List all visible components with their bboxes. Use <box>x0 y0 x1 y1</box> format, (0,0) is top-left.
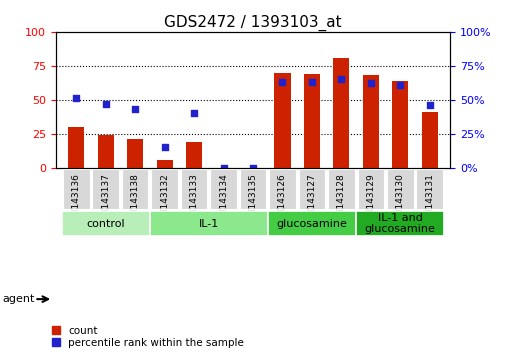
FancyBboxPatch shape <box>210 169 236 209</box>
Bar <box>274 73 290 168</box>
Point <box>219 165 227 171</box>
Text: GSM143138: GSM143138 <box>130 173 139 228</box>
Point <box>190 110 198 116</box>
Text: GSM143134: GSM143134 <box>219 173 228 228</box>
FancyBboxPatch shape <box>267 211 356 236</box>
FancyBboxPatch shape <box>92 169 119 209</box>
Title: GDS2472 / 1393103_at: GDS2472 / 1393103_at <box>164 14 341 30</box>
FancyBboxPatch shape <box>416 169 442 209</box>
Text: control: control <box>86 218 125 229</box>
Point <box>395 82 403 88</box>
Text: GSM143135: GSM143135 <box>248 173 257 228</box>
FancyBboxPatch shape <box>62 211 149 236</box>
Bar <box>303 74 319 168</box>
FancyBboxPatch shape <box>327 169 354 209</box>
Point <box>72 96 80 101</box>
Bar <box>127 139 143 168</box>
Point <box>366 81 374 86</box>
Text: GSM143126: GSM143126 <box>277 173 286 228</box>
Text: GSM143128: GSM143128 <box>336 173 345 228</box>
Bar <box>333 58 349 168</box>
Bar <box>156 160 172 168</box>
Point <box>307 79 315 85</box>
Bar <box>186 142 202 168</box>
FancyBboxPatch shape <box>386 169 413 209</box>
Point <box>131 107 139 112</box>
Text: agent: agent <box>3 294 35 304</box>
Point <box>102 101 110 107</box>
Text: IL-1: IL-1 <box>198 218 219 229</box>
Bar <box>97 135 114 168</box>
Bar <box>362 75 378 168</box>
Legend: count, percentile rank within the sample: count, percentile rank within the sample <box>50 325 245 349</box>
Bar <box>391 81 408 168</box>
Text: GSM143136: GSM143136 <box>72 173 81 228</box>
Bar <box>68 127 84 168</box>
Point <box>425 102 433 108</box>
Point <box>337 76 345 82</box>
Text: glucosamine: glucosamine <box>276 218 346 229</box>
FancyBboxPatch shape <box>269 169 295 209</box>
FancyBboxPatch shape <box>298 169 325 209</box>
Bar <box>421 112 437 168</box>
Text: GSM143130: GSM143130 <box>395 173 404 228</box>
FancyBboxPatch shape <box>63 169 89 209</box>
Point <box>160 144 168 150</box>
FancyBboxPatch shape <box>122 169 148 209</box>
FancyBboxPatch shape <box>149 211 267 236</box>
FancyBboxPatch shape <box>356 211 443 236</box>
Text: GSM143131: GSM143131 <box>424 173 433 228</box>
Text: GSM143133: GSM143133 <box>189 173 198 228</box>
Text: GSM143132: GSM143132 <box>160 173 169 228</box>
Point <box>248 165 257 171</box>
Text: GSM143137: GSM143137 <box>101 173 110 228</box>
FancyBboxPatch shape <box>151 169 178 209</box>
FancyBboxPatch shape <box>239 169 266 209</box>
Text: GSM143129: GSM143129 <box>366 173 375 228</box>
FancyBboxPatch shape <box>357 169 383 209</box>
Text: IL-1 and
glucosamine: IL-1 and glucosamine <box>364 213 435 234</box>
FancyBboxPatch shape <box>180 169 207 209</box>
Text: GSM143127: GSM143127 <box>307 173 316 228</box>
Point <box>278 79 286 85</box>
